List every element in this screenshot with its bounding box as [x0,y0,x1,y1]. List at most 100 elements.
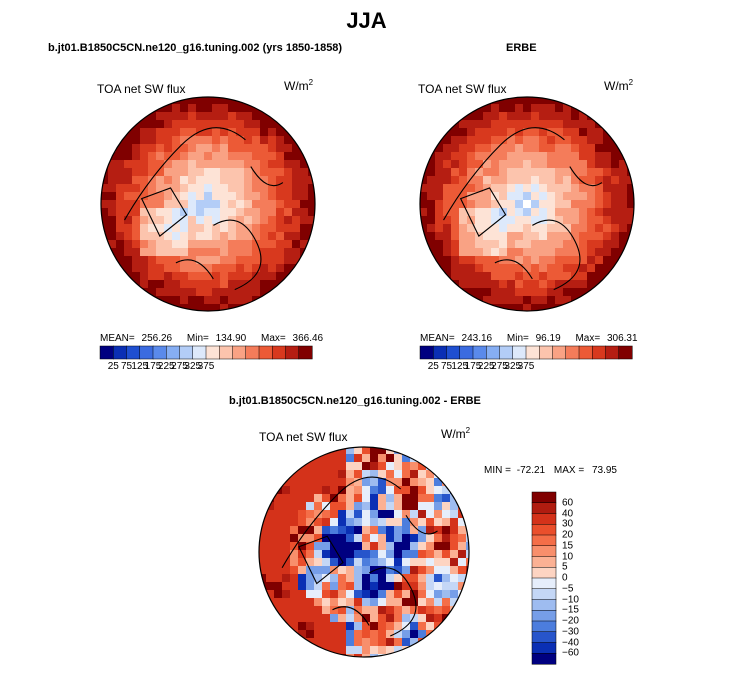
panel-1-map-cell [196,120,205,129]
panel-3-map-cell [410,646,419,655]
panel-2-map-cell [555,184,564,193]
panel-3-map-cell [370,574,379,583]
panel-2-map-cell [507,208,516,217]
panel-2-map-cell [547,264,556,273]
panel-3-map-cell [450,558,459,567]
panel-1-map-cell [212,176,221,185]
panel-1-map-cell [252,248,261,257]
panel-3-map-cell [314,574,323,583]
panel-3-map-cell [426,606,435,615]
panel-2-map-cell [435,176,444,185]
panel-1-map-cell [236,168,245,177]
panel-1-map-cell [220,120,229,129]
panel-2-map-cell [547,304,556,311]
panel-1-map-cell [196,184,205,193]
panel-2-map-cell [627,160,634,169]
panel-3-map-cell [410,494,419,503]
panel-3-map-cell [338,566,347,575]
panel-3-map-cell [378,462,387,471]
panel-1-map-cell [108,232,117,241]
panel-3-map-cell [354,447,363,455]
panel-2-map-cell [579,160,588,169]
panel-3-map-cell [450,526,459,535]
panel-1-map-cell [220,128,229,137]
panel-1-map-cell [132,128,141,137]
panel-3-map-cell [450,598,459,607]
panel-2-map-cell [475,248,484,257]
panel-2-map-cell [443,264,452,273]
panel-2-map-cell [587,248,596,257]
panel-1-map-cell [101,248,109,257]
panel-3-map-cell [418,574,427,583]
panel-2-map-cell [555,200,564,209]
panel-1-map-cell [260,160,269,169]
panel-3-map-cell [418,606,427,615]
panel-1-map-cell [188,160,197,169]
panel-3-map-cell [378,470,387,479]
panel-3-map-cell [306,598,315,607]
panel-3-polar-map [258,446,470,658]
panel-2-map-cell [547,136,556,145]
panel-2-map-cell [435,128,444,137]
panel-1-map-cell [244,272,253,281]
panel-3-map-cell [378,447,387,455]
panel-2-map-cell [547,232,556,241]
panel-1-map-cell [180,232,189,241]
panel-2-map-cell [451,112,460,121]
panel-2-map-cell [579,136,588,145]
panel-3-map-cell [434,606,443,615]
panel-2-map-cell [547,144,556,153]
panel-2-map-cell [587,104,596,113]
panel-1-map-cell [188,240,197,249]
panel-3-map-cell [362,542,371,551]
panel-1-map-cell [156,280,165,289]
panel-3-map-cell [394,534,403,543]
panel-3-map-cell [298,534,307,543]
panel-1-map-cell [156,160,165,169]
panel-3-map-cell [418,486,427,495]
panel-2-map-cell [483,232,492,241]
panel-1-map-cell [308,176,315,185]
panel-1-map-cell [236,208,245,217]
panel-3-map-cell [410,630,419,639]
panel-1-map-cell [172,296,181,305]
panel-3-map-cell [290,526,299,535]
panel-3-map-cell [322,542,331,551]
panel-1-map-cell [228,192,237,201]
panel-2-map-cell [420,216,428,225]
panel-1-map-cell [172,288,181,297]
panel-2-map-cell [531,136,540,145]
panel-2-map-cell [451,264,460,273]
panel-2-map-cell [475,192,484,201]
panel-2-map-cell [435,144,444,153]
panel-1-map-cell [220,264,229,273]
panel-1-map-cell [212,112,221,121]
panel-1-map-cell [164,176,173,185]
panel-2-map-cell [467,168,476,177]
panel-1-map-cell [276,200,285,209]
panel-1-map-cell [236,120,245,129]
panel-2-map-cell [619,176,628,185]
panel-2-map-cell [587,296,596,305]
panel-1-map-cell [116,152,125,161]
panel-2-map-cell [555,264,564,273]
panel-2-map-cell [523,160,532,169]
panel-1-map-cell [244,248,253,257]
panel-3-map-cell [306,534,315,543]
panel-3-map-cell [466,550,469,559]
panel-3-map-coastline [405,514,438,535]
panel-1-map-cell [212,280,221,289]
panel-2-map-cell [587,160,596,169]
panel-3-map-cell [426,590,435,599]
panel-3-map-cell [330,542,339,551]
panel-3-map-cell [362,510,371,519]
panel-3-map-cell [458,598,467,607]
panel-3-map-cell [426,502,435,511]
panel-2-map-cell [611,216,620,225]
panel-2-map-cell [499,280,508,289]
panel-1-map-cell [292,256,301,265]
panel-2-map-cell [507,112,516,121]
panel-3-map-cell [330,502,339,511]
panel-1-map-cell [180,216,189,225]
panel-2-map-cell [603,152,612,161]
